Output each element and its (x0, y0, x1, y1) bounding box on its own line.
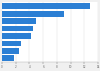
Bar (2, 33, 32, 39)
Bar (2, 48, 19, 54)
Bar (2, 41, 21, 46)
Bar (2, 26, 33, 31)
Bar (2, 3, 90, 9)
Bar (2, 18, 36, 24)
Bar (2, 11, 64, 17)
Bar (2, 55, 14, 61)
